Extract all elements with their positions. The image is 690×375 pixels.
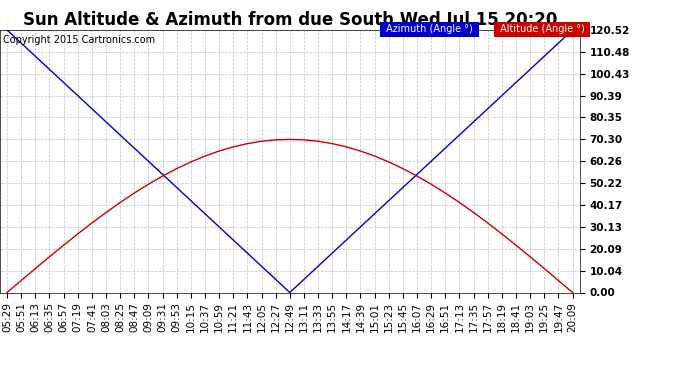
Text: Sun Altitude & Azimuth from due South Wed Jul 15 20:20: Sun Altitude & Azimuth from due South We… [23,11,557,29]
Text: Azimuth (Angle °): Azimuth (Angle °) [383,24,476,34]
Text: Altitude (Angle °): Altitude (Angle °) [497,24,588,34]
Text: Copyright 2015 Cartronics.com: Copyright 2015 Cartronics.com [3,35,155,45]
